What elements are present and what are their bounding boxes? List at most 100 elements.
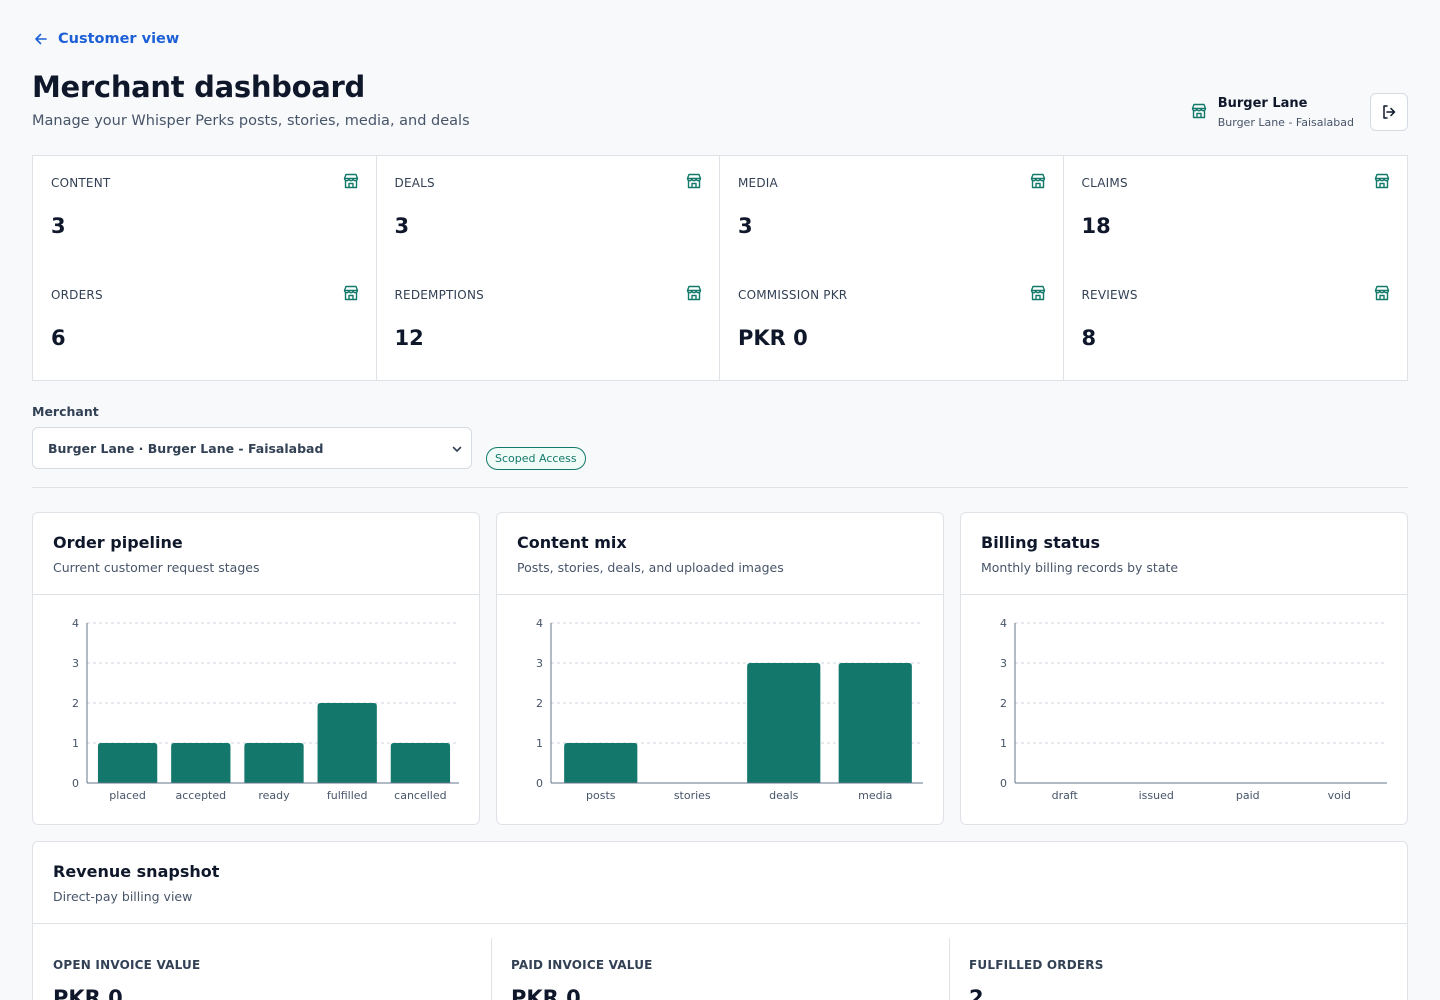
chart-subtitle: Current customer request stages [53, 560, 260, 575]
y-tick-label: 1 [536, 737, 543, 750]
logout-icon [1383, 105, 1396, 119]
store-icon [342, 284, 360, 306]
chart-title: Content mix [517, 533, 627, 552]
revenue-title: Revenue snapshot [53, 862, 220, 881]
y-tick-label: 2 [1000, 697, 1007, 710]
x-tick-label: media [858, 789, 892, 802]
y-tick-label: 4 [1000, 617, 1007, 630]
stat-value: 8 [1081, 326, 1097, 350]
revenue-subtitle: Direct-pay billing view [53, 889, 193, 904]
y-tick-label: 2 [536, 697, 543, 710]
y-tick-label: 0 [1000, 777, 1007, 790]
scoped-access-badge: Scoped Access [486, 447, 586, 470]
account-name: Burger Lane [1217, 96, 1308, 111]
stat-label: REVIEWS [1081, 288, 1138, 302]
revenue-item-label: OPEN INVOICE VALUE [53, 958, 201, 972]
merchant-select[interactable]: Burger Lane · Burger Lane - Faisalabad [32, 427, 472, 469]
x-tick-label: stories [674, 789, 711, 802]
stat-orders: ORDERS 6 [33, 268, 377, 380]
stat-value: 18 [1081, 214, 1111, 238]
page-title: Merchant dashboard [32, 70, 365, 104]
revenue-item-label: FULFILLED ORDERS [969, 958, 1104, 972]
order-pipeline-chart: 0 1 2 3 4 placed accepted ready fulfilled cancell… [72, 617, 459, 802]
stat-value: 3 [738, 214, 753, 238]
stat-deals: DEALS 3 [377, 156, 720, 268]
revenue-item: FULFILLED ORDERS 2 [949, 924, 1407, 1000]
bar-ready [244, 743, 304, 783]
billing-status-chart: 0 1 2 3 4 draft issued paid void [1000, 617, 1387, 802]
x-tick-label: void [1328, 789, 1351, 802]
x-tick-label: placed [109, 789, 146, 802]
page-subtitle: Manage your Whisper Perks posts, stories… [32, 113, 470, 129]
store-icon [1373, 284, 1391, 306]
store-icon [685, 284, 703, 306]
bar-fulfilled [317, 703, 377, 783]
stat-value: 3 [51, 214, 66, 238]
chart-subtitle: Monthly billing records by state [981, 560, 1179, 575]
stat-label: COMMISSION PKR [738, 288, 848, 302]
x-tick-label: draft [1052, 789, 1079, 802]
stat-reviews: REVIEWS 8 [1064, 268, 1408, 380]
bar-deals [747, 663, 821, 783]
stat-label: CONTENT [51, 176, 111, 190]
chart-subtitle: Posts, stories, deals, and uploaded imag… [517, 560, 784, 575]
account-info: Burger Lane Burger Lane - Faisalabad [1190, 96, 1354, 129]
bar-accepted [171, 743, 231, 783]
merchant-select-value: Burger Lane · Burger Lane - Faisalabad [48, 440, 324, 456]
y-tick-label: 4 [536, 617, 543, 630]
stat-claims: CLAIMS 18 [1064, 156, 1408, 268]
y-tick-label: 3 [536, 657, 543, 670]
content-mix-chart: 0 1 2 3 4 posts stories deals media [536, 617, 923, 802]
y-tick-label: 0 [536, 777, 543, 790]
store-icon [1029, 172, 1047, 194]
x-tick-label: cancelled [394, 789, 446, 802]
y-tick-label: 2 [72, 697, 79, 710]
order-pipeline-card: Order pipeline Current customer request … [32, 512, 480, 825]
stat-label: CLAIMS [1081, 176, 1128, 190]
customer-view-link[interactable]: Customer view [33, 31, 179, 47]
bar-cancelled [390, 743, 451, 783]
store-icon [1191, 103, 1206, 119]
store-icon [342, 172, 360, 194]
stat-label: DEALS [394, 176, 435, 190]
store-icon [1029, 284, 1047, 306]
account-location: Burger Lane - Faisalabad [1217, 116, 1354, 129]
y-tick-label: 3 [72, 657, 79, 670]
x-tick-label: issued [1139, 789, 1174, 802]
y-tick-label: 1 [72, 737, 79, 750]
x-tick-label: deals [769, 789, 799, 802]
x-tick-label: accepted [175, 789, 226, 802]
stat-redemptions: REDEMPTIONS 12 [377, 268, 720, 380]
merchant-label: Merchant [32, 404, 99, 419]
store-icon [685, 172, 703, 194]
x-tick-label: paid [1236, 789, 1260, 802]
customer-view-label: Customer view [58, 31, 180, 47]
x-tick-label: ready [258, 789, 290, 802]
chart-title: Order pipeline [53, 533, 183, 552]
bar-placed [97, 743, 158, 783]
logout-button[interactable] [1370, 93, 1408, 131]
stat-value: 6 [51, 326, 66, 350]
revenue-item-label: PAID INVOICE VALUE [511, 958, 653, 972]
y-tick-label: 3 [1000, 657, 1007, 670]
stat-label: REDEMPTIONS [394, 288, 484, 302]
stat-media: MEDIA 3 [720, 156, 1064, 268]
content-mix-card: Content mix Posts, stories, deals, and u… [496, 512, 944, 825]
revenue-item: OPEN INVOICE VALUE PKR 0 [33, 924, 491, 1000]
y-tick-label: 1 [1000, 737, 1007, 750]
y-tick-label: 0 [72, 777, 79, 790]
stat-value: 3 [394, 214, 410, 238]
chevron-down-icon [452, 446, 462, 452]
stats-grid: CONTENT 3 DEALS 3 MEDIA 3 CLAIMS 18 ORDERS 6 REDEM… [32, 155, 1408, 381]
store-icon [1373, 172, 1391, 194]
stat-label: MEDIA [738, 176, 778, 190]
billing-status-card: Billing status Monthly billing records b… [960, 512, 1408, 825]
stat-content: CONTENT 3 [33, 156, 377, 268]
x-tick-label: fulfilled [327, 789, 368, 802]
revenue-item-value: PKR 0 [511, 986, 581, 1000]
section-divider [32, 487, 1408, 488]
x-tick-label: posts [586, 789, 616, 802]
revenue-snapshot-card: Revenue snapshot Direct-pay billing view… [32, 841, 1408, 1000]
y-tick-label: 4 [72, 617, 79, 630]
chart-title: Billing status [981, 533, 1101, 552]
